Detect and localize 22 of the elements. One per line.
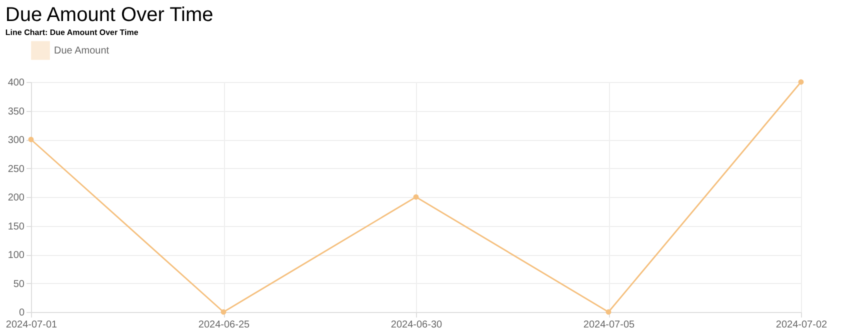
y-tick-label: 250 xyxy=(8,164,25,175)
x-tick-label: 2024-07-05 xyxy=(583,320,636,330)
chart-subtitle: Line Chart: Due Amount Over Time xyxy=(5,28,139,37)
point xyxy=(413,194,419,200)
chart-title: Due Amount Over Time xyxy=(5,4,214,26)
point xyxy=(220,309,226,315)
point xyxy=(798,79,804,85)
y-tick-label: 200 xyxy=(8,192,25,204)
x-tick-label: 2024-07-02 xyxy=(776,320,828,330)
y-tick-label: 350 xyxy=(8,106,25,118)
x-tick-label: 2024-06-30 xyxy=(390,320,443,330)
y-tick-label: 300 xyxy=(8,135,25,146)
point xyxy=(606,309,612,315)
y-tick-label: 50 xyxy=(13,278,25,290)
legend-label: Due Amount xyxy=(54,46,110,56)
point xyxy=(28,136,34,142)
y-tick-label: 400 xyxy=(8,78,25,88)
y-tick-label: 150 xyxy=(8,221,25,232)
y-tick-label: 0 xyxy=(18,308,25,318)
x-tick-label: 2024-07-01 xyxy=(6,320,58,330)
x-tick-label: 2024-06-25 xyxy=(198,320,250,330)
y-tick-label: 100 xyxy=(8,250,25,261)
